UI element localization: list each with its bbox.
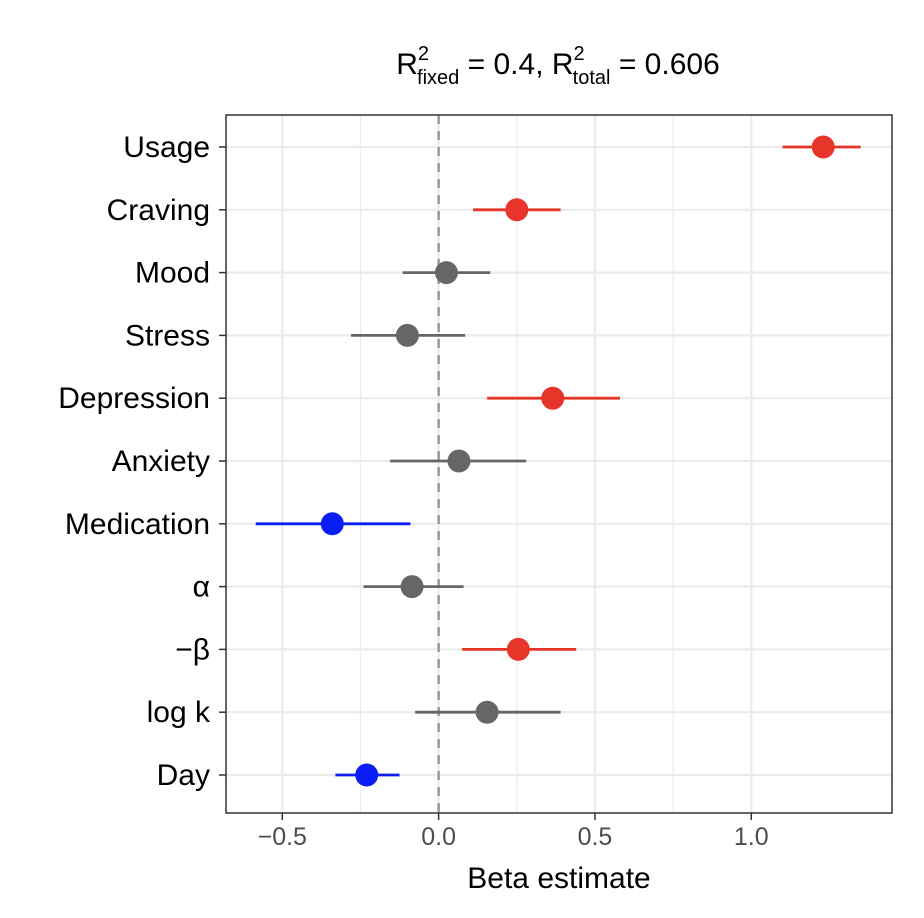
- estimate-point: [475, 700, 499, 724]
- panel-border: [225, 114, 893, 814]
- title-fixed-sup: 2: [418, 43, 429, 65]
- title-total-sup: 2: [574, 43, 585, 65]
- title-fixed-value: = 0.4,: [459, 48, 552, 81]
- title-r-total: R: [552, 48, 574, 81]
- x-tick-label: −0.5: [258, 823, 307, 851]
- y-tick-label: Craving: [107, 194, 210, 227]
- y-tick-label: Depression: [58, 382, 210, 415]
- y-tick-label: Day: [157, 759, 210, 792]
- estimate-point: [447, 449, 471, 473]
- estimate-point: [320, 512, 344, 536]
- y-tick-label: log k: [147, 696, 211, 729]
- estimates: [255, 135, 861, 787]
- estimate-point: [400, 575, 424, 599]
- chart-title: R2 fixed = 0.4, R2 total = 0.606: [396, 43, 720, 89]
- y-tick-label: Usage: [123, 131, 210, 164]
- y-tick-label: Anxiety: [112, 445, 210, 478]
- estimate-point: [434, 261, 458, 285]
- y-tick-label: Stress: [125, 319, 210, 352]
- title-r-fixed: R: [396, 48, 418, 81]
- x-tick-label: 0.0: [421, 823, 456, 851]
- x-tick-label: 1.0: [734, 823, 769, 851]
- title-total-value: = 0.606: [610, 48, 719, 81]
- y-tick-label: −β: [175, 633, 210, 666]
- x-axis-label: Beta estimate: [467, 862, 650, 895]
- y-tick-label: Medication: [65, 508, 210, 541]
- estimate-point: [505, 198, 529, 222]
- estimate-point: [811, 135, 835, 159]
- title-fixed-sub: fixed: [417, 67, 459, 89]
- title-total-sub: total: [573, 67, 611, 89]
- grid: [226, 115, 892, 813]
- axes: Usage Craving Mood Stress Depression Anxiety M…: [58, 131, 768, 851]
- y-tick-label: Mood: [135, 257, 210, 290]
- x-tick-label: 0.5: [578, 823, 613, 851]
- estimate-point: [541, 386, 565, 410]
- estimate-point: [355, 763, 379, 787]
- y-tick-label: α: [193, 571, 210, 604]
- estimate-point: [395, 323, 419, 347]
- estimate-point: [506, 637, 530, 661]
